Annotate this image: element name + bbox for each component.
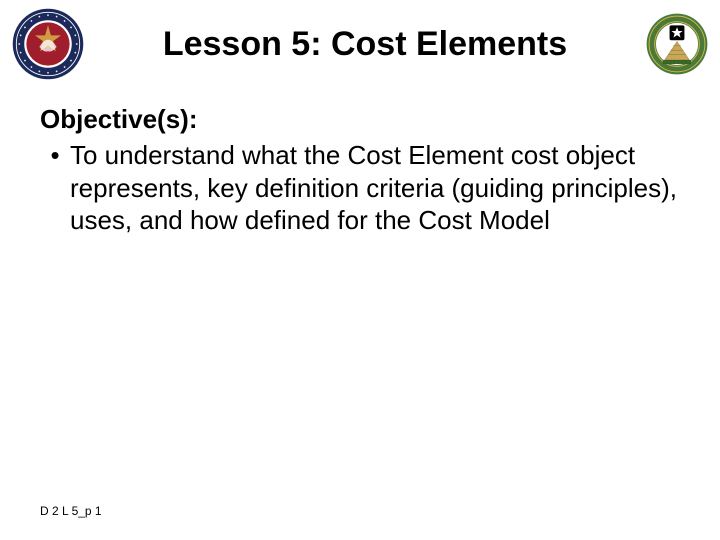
army-secretary-seal-icon	[12, 8, 84, 80]
objectives-heading: Objective(s):	[40, 104, 680, 135]
objective-text: To understand what the Cost Element cost…	[70, 139, 680, 237]
army-financial-seal-icon	[646, 13, 708, 75]
slide-header: Lesson 5: Cost Elements	[0, 0, 720, 80]
slide-body: Objective(s): • To understand what the C…	[0, 80, 720, 237]
slide-footer-code: D 2 L 5_p 1	[40, 504, 102, 518]
slide-title: Lesson 5: Cost Elements	[94, 25, 636, 64]
bullet-marker-icon: •	[40, 139, 70, 172]
objective-bullet: • To understand what the Cost Element co…	[40, 139, 680, 237]
